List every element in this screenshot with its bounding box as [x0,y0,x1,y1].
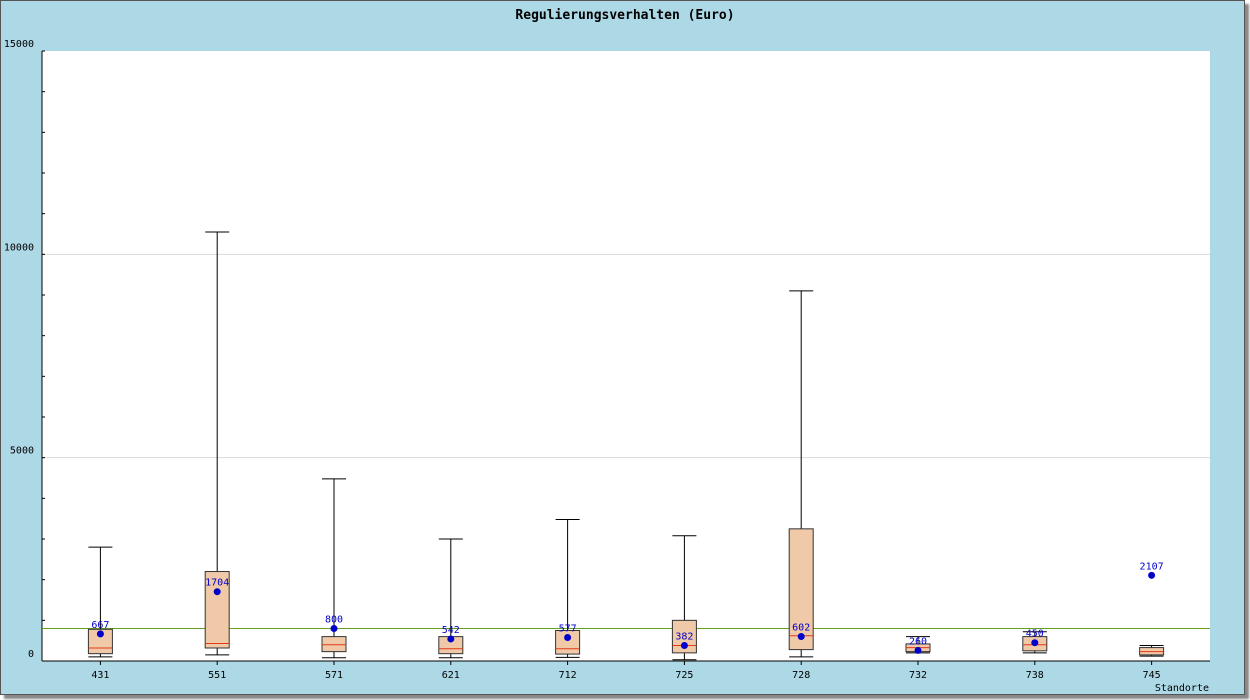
x-tick-label: 738 [1026,670,1044,681]
box-728: 602 [788,290,814,658]
box-431: 667 [87,546,113,658]
mean-label: 577 [559,624,577,635]
x-tick-label: 431 [91,670,109,681]
x-tick-label: 725 [675,670,693,681]
mean-label: 260 [909,636,927,647]
box-551: 1704 [204,231,230,656]
iqr-box [788,528,814,651]
x-tick-label: 745 [1143,670,1161,681]
box-732: 260 [905,636,931,654]
box-712: 577 [555,518,581,658]
x-tick-label: 712 [559,670,577,681]
mean-marker [330,624,338,632]
mean-label: 800 [325,614,343,625]
x-axis-label: Standorte [1155,683,1209,694]
iqr-box [321,636,347,653]
x-axis: 431 551 571 621 712 725 728 732 738 745 [42,660,1210,681]
x-tick-label: 728 [792,670,810,681]
box-621: 542 [438,538,464,659]
y-tick-label: 10000 [4,242,34,253]
mean-marker [914,646,922,654]
mean-marker [1148,571,1156,579]
box-738: 450 [1022,629,1048,654]
y-tick-label: 5000 [10,446,34,457]
mean-label: 667 [91,620,109,631]
mean-label: 382 [675,631,693,642]
mean-marker [447,635,455,643]
boxes: 667 1704 800 542 577 382 602 260 450 2107 [87,231,1165,661]
plot-area [42,51,1210,661]
chart-title: Regulierungsverhalten (Euro) [515,8,734,23]
x-tick-label: 621 [442,670,460,681]
box-745: 2107 [1139,561,1165,657]
y-tick-label: 15000 [4,39,34,50]
mean-marker [213,588,221,596]
iqr-box [555,630,581,655]
mean-marker [680,641,688,649]
mean-marker [564,634,572,642]
box-571: 800 [321,478,347,659]
mean-label: 450 [1026,629,1044,640]
iqr-box [204,571,230,649]
y-tick-label: 0 [28,649,34,660]
mean-marker [1031,639,1039,647]
mean-label: 602 [792,623,810,634]
x-tick-label: 732 [909,670,927,681]
gridlines [42,253,1210,459]
mean-marker [96,630,104,638]
mean-marker [797,633,805,641]
x-tick-label: 551 [208,670,226,681]
box-725: 382 [671,535,697,661]
mean-label: 2107 [1140,561,1164,572]
y-axis: 0 5000 10000 15000 [4,39,45,662]
mean-label: 542 [442,625,460,636]
x-tick-label: 571 [325,670,343,681]
mean-label: 1704 [205,578,229,589]
